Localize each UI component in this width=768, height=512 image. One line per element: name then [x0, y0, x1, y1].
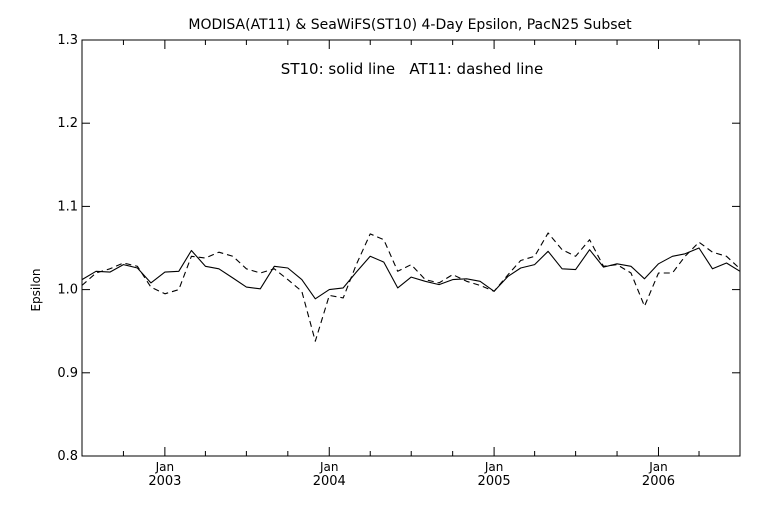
series-style-annotation: ST10: solid line AT11: dashed line	[281, 60, 543, 78]
y-tick-label: 1.1	[57, 199, 78, 214]
series-line-st10	[81, 247, 741, 300]
x-tick-month-label: Jan	[155, 460, 175, 474]
x-tick-month-label: Jan	[319, 460, 339, 474]
y-tick-label: 1.0	[57, 283, 78, 298]
y-tick-label: 1.2	[57, 116, 78, 131]
x-tick-year-label: 2004	[313, 474, 346, 489]
chart-title: MODISA(AT11) & SeaWiFS(ST10) 4-Day Epsil…	[188, 17, 632, 33]
y-axis-label: Epsilon	[29, 268, 43, 311]
x-tick-year-label: 2006	[642, 474, 675, 489]
chart-marks: 0.80.91.01.11.21.3Jan2003Jan2004Jan2005J…	[57, 33, 741, 489]
x-tick-month-label: Jan	[484, 460, 504, 474]
y-tick-label: 0.8	[57, 449, 78, 464]
series-line-at11	[81, 232, 741, 342]
plot-frame	[81, 39, 741, 457]
x-tick-year-label: 2005	[478, 474, 511, 489]
x-tick-year-label: 2003	[148, 474, 181, 489]
y-tick-label: 0.9	[57, 366, 78, 381]
y-tick-label: 1.3	[57, 33, 78, 48]
x-tick-month-label: Jan	[648, 460, 668, 474]
